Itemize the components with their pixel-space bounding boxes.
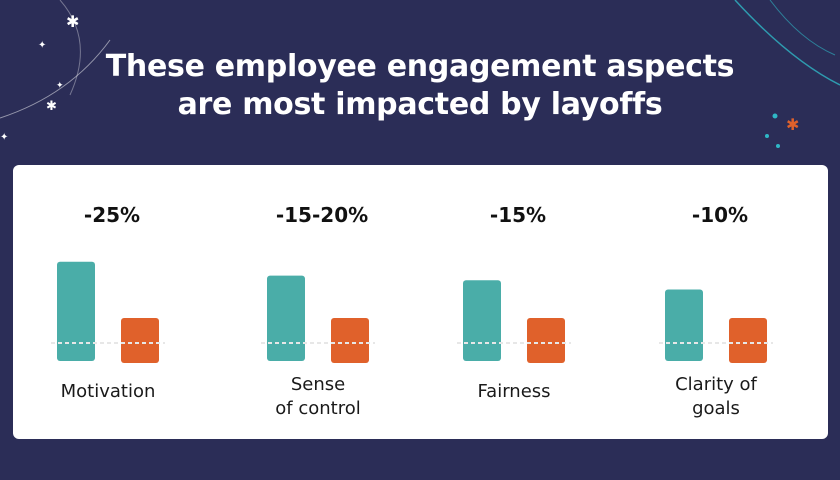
category-label-0-line-0: Motivation	[61, 381, 156, 402]
svg-text:✱: ✱	[66, 12, 79, 31]
bar-after-3	[729, 318, 767, 363]
category-label-3-line-1: goals	[692, 398, 740, 419]
bar-before-1	[267, 275, 305, 361]
category-label-1-line-1: of control	[275, 398, 360, 419]
bar-after-0	[121, 318, 159, 363]
category-label-1-line-0: Sense	[291, 374, 345, 395]
bar-after-2	[527, 318, 565, 363]
chart-svg: -25% Motivation -15-20% Sense of control -15%…	[51, 203, 773, 419]
bar-before-2	[463, 280, 501, 361]
change-label-3: -10%	[692, 203, 748, 227]
category-label-2-line-0: Fairness	[477, 381, 550, 402]
category-label-3-line-0: Clarity of	[675, 374, 757, 395]
bar-before-3	[665, 289, 703, 361]
change-label-0: -25%	[84, 203, 140, 227]
chart-card: -25% Motivation -15-20% Sense of control -15%…	[13, 165, 828, 439]
bar-before-0	[57, 261, 95, 361]
title-line-1: These employee engagement aspects	[105, 49, 735, 84]
change-label-1: -15-20%	[276, 203, 368, 227]
title-line-2: are most impacted by layoffs	[177, 87, 663, 122]
change-label-2: -15%	[490, 203, 546, 227]
svg-text:✦: ✦	[0, 132, 8, 143]
bar-after-1	[331, 318, 369, 363]
chart-title: These employee engagement aspects are mo…	[0, 48, 840, 124]
